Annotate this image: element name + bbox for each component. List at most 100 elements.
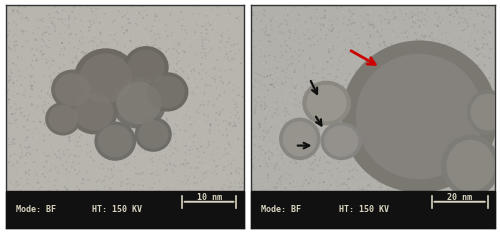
Point — [59, 88, 67, 91]
Point — [120, 132, 128, 135]
Point — [154, 196, 162, 200]
Point — [166, 63, 174, 67]
Point — [226, 50, 234, 53]
Point — [447, 188, 455, 192]
Point — [211, 69, 219, 72]
Point — [474, 63, 482, 67]
Point — [489, 222, 497, 226]
Point — [16, 106, 24, 110]
Point — [434, 106, 442, 109]
Point — [436, 80, 444, 84]
Point — [128, 215, 136, 219]
Point — [406, 62, 413, 66]
Point — [384, 21, 392, 25]
Point — [250, 86, 258, 89]
Point — [276, 17, 284, 21]
Point — [90, 204, 98, 208]
Point — [166, 217, 173, 221]
Point — [336, 140, 344, 144]
Point — [432, 137, 440, 141]
Point — [176, 197, 184, 201]
Point — [160, 161, 168, 164]
Point — [140, 192, 147, 196]
Point — [370, 174, 378, 178]
Point — [384, 105, 392, 109]
Point — [36, 207, 44, 210]
Point — [140, 149, 148, 153]
Point — [305, 182, 313, 185]
Point — [271, 111, 279, 115]
Point — [182, 59, 190, 63]
Point — [164, 170, 172, 174]
Point — [355, 95, 363, 99]
Point — [214, 13, 222, 17]
Point — [368, 176, 376, 179]
Point — [120, 188, 128, 192]
Point — [6, 181, 14, 184]
Point — [426, 13, 434, 17]
Point — [263, 30, 271, 34]
Point — [235, 209, 243, 212]
Point — [310, 43, 318, 46]
Point — [170, 178, 178, 182]
Point — [472, 30, 480, 34]
Point — [224, 204, 232, 208]
Point — [436, 21, 444, 24]
Point — [431, 195, 439, 199]
Point — [108, 199, 116, 202]
Point — [164, 156, 172, 160]
Point — [469, 183, 477, 186]
Point — [362, 171, 370, 175]
Point — [70, 56, 78, 60]
Point — [14, 212, 22, 216]
Point — [151, 43, 159, 47]
Point — [328, 4, 336, 8]
Point — [206, 122, 214, 126]
Point — [310, 125, 318, 129]
Point — [200, 225, 207, 229]
Point — [226, 44, 234, 48]
Point — [3, 201, 11, 205]
Point — [403, 56, 411, 60]
Point — [102, 97, 110, 101]
Point — [92, 52, 100, 56]
Point — [165, 124, 173, 128]
Point — [271, 146, 279, 150]
Point — [458, 6, 466, 9]
Point — [212, 217, 220, 221]
Point — [462, 69, 470, 73]
Point — [302, 132, 310, 136]
Point — [44, 195, 52, 199]
Point — [76, 19, 84, 22]
Point — [304, 179, 312, 183]
Point — [150, 133, 158, 136]
Point — [174, 149, 182, 153]
Point — [13, 211, 21, 214]
Point — [3, 24, 11, 28]
Point — [319, 68, 327, 71]
Point — [114, 108, 122, 112]
Point — [119, 61, 127, 65]
Point — [192, 36, 200, 40]
Point — [144, 79, 152, 82]
Point — [270, 141, 278, 144]
Point — [105, 59, 113, 63]
Point — [474, 12, 482, 16]
Point — [124, 188, 132, 192]
Point — [382, 44, 390, 48]
Point — [113, 86, 121, 89]
Point — [384, 153, 392, 157]
Point — [366, 106, 374, 110]
Point — [328, 56, 336, 60]
Point — [164, 131, 172, 135]
Point — [408, 176, 416, 179]
Point — [198, 24, 205, 28]
Point — [364, 115, 372, 119]
Point — [260, 214, 268, 218]
Point — [198, 223, 206, 227]
Point — [268, 24, 276, 27]
Point — [343, 36, 351, 39]
Point — [93, 26, 101, 30]
Point — [312, 204, 320, 208]
Point — [256, 164, 264, 168]
